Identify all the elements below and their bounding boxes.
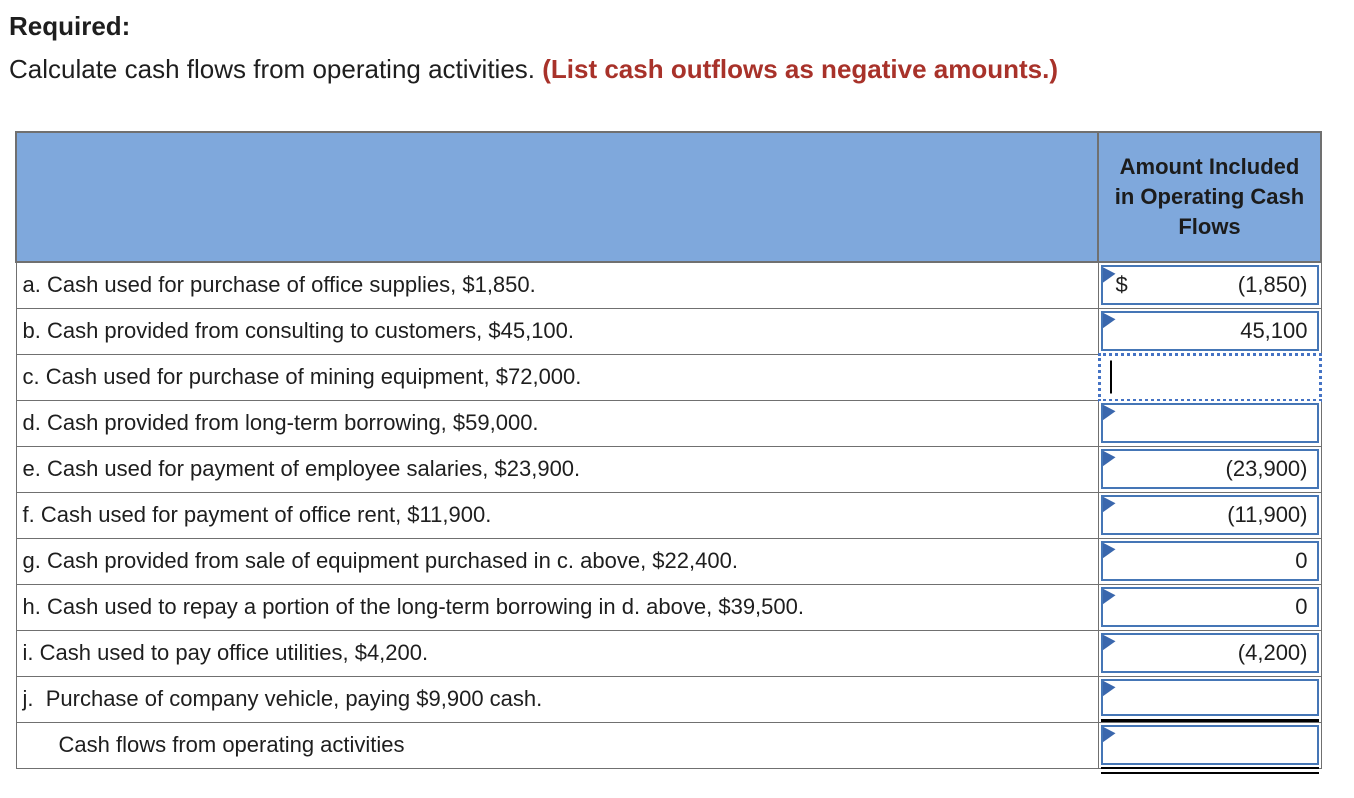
input-marker-icon [1102,726,1116,743]
amount-input-b[interactable]: 45,100 [1100,310,1319,351]
amount-input-f[interactable]: (11,900) [1100,494,1319,535]
amount-value: 0 [1295,593,1308,619]
row-label: h. Cash used to repay a portion of the l… [15,583,1099,631]
row-label: b. Cash provided from consulting to cust… [15,307,1099,355]
input-marker-icon [1102,634,1116,651]
instruction-warning: (List cash outflows as negative amounts.… [542,54,1058,84]
input-marker-icon [1102,267,1116,283]
amount-value: (4,200) [1237,639,1308,665]
double-rule-line [1100,766,1319,774]
amount-input-d[interactable] [1100,402,1319,443]
row-label: g. Cash provided from sale of equipment … [15,537,1099,585]
input-marker-icon [1102,404,1116,421]
row-label: f. Cash used for payment of office rent,… [15,491,1099,539]
table-row-d: d. Cash provided from long-term borrowin… [15,399,1322,447]
amount-input-g[interactable]: 0 [1100,540,1319,581]
table-row-f: f. Cash used for payment of office rent,… [15,491,1322,539]
table-row-a: a. Cash used for purchase of office supp… [15,261,1322,309]
page-heading: Required: Calculate cash flows from oper… [9,5,1058,91]
header-amount-cell: Amount Included in Operating Cash Flows [1097,131,1322,263]
table-row-total: Cash flows from operating activities [15,721,1322,774]
text-cursor [1109,360,1112,394]
table-row-c: c. Cash used for purchase of mining equi… [15,352,1322,402]
table-row-h: h. Cash used to repay a portion of the l… [15,583,1322,631]
input-marker-icon [1102,496,1116,513]
cash-flow-table: Amount Included in Operating Cash Flows … [15,131,1322,774]
input-marker-icon [1102,450,1116,467]
row-label: c. Cash used for purchase of mining equi… [15,353,1099,401]
amount-value: (11,900) [1227,501,1308,527]
single-rule-line [1100,718,1319,722]
amount-input-c-focused[interactable] [1097,352,1322,402]
amount-input-h[interactable]: 0 [1100,586,1319,627]
amount-input-a[interactable]: $ (1,850) [1100,265,1319,305]
row-label: a. Cash used for purchase of office supp… [15,261,1099,309]
amount-value: 45,100 [1240,317,1308,343]
input-marker-icon [1102,588,1116,605]
amount-input-i[interactable]: (4,200) [1100,632,1319,673]
amount-value: (1,850) [1237,271,1308,297]
header-empty-cell [15,131,1099,263]
input-marker-icon [1102,312,1116,329]
instruction-line: Calculate cash flows from operating acti… [9,48,1058,91]
amount-value: (23,900) [1225,455,1308,481]
table-header-row: Amount Included in Operating Cash Flows [15,131,1322,263]
row-label: i. Cash used to pay office utilities, $4… [15,629,1099,677]
table-row-e: e. Cash used for payment of employee sal… [15,445,1322,493]
amount-input-total[interactable] [1100,724,1319,765]
table-row-g: g. Cash provided from sale of equipment … [15,537,1322,585]
table-row-j: j. Purchase of company vehicle, paying $… [15,675,1322,723]
row-label: j. Purchase of company vehicle, paying $… [15,675,1099,723]
row-label-total: Cash flows from operating activities [15,721,1099,769]
row-label: e. Cash used for payment of employee sal… [15,445,1099,493]
required-label: Required: [9,11,131,41]
amount-input-e[interactable]: (23,900) [1100,448,1319,489]
amount-input-j[interactable] [1100,678,1319,716]
input-marker-icon [1102,542,1116,559]
currency-symbol: $ [1115,271,1128,297]
instruction-text: Calculate cash flows from operating acti… [9,54,543,84]
table-row-b: b. Cash provided from consulting to cust… [15,307,1322,355]
input-marker-icon [1102,680,1116,697]
table-row-i: i. Cash used to pay office utilities, $4… [15,629,1322,677]
row-label: d. Cash provided from long-term borrowin… [15,399,1099,447]
amount-value: 0 [1295,547,1308,573]
